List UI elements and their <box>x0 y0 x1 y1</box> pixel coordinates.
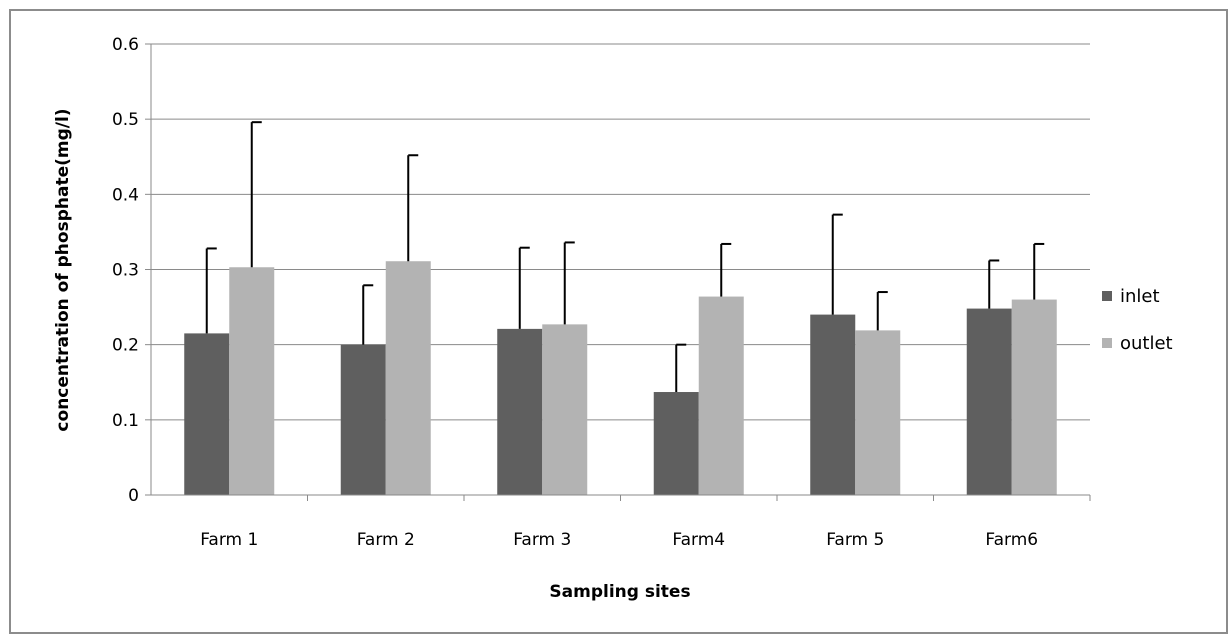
legend-swatch-outlet <box>1102 338 1112 348</box>
bar-inlet <box>340 344 386 495</box>
y-tick-label: 0.5 <box>112 110 139 130</box>
bar-inlet <box>966 308 1012 495</box>
bar-outlet <box>855 330 901 495</box>
x-tick-labels: Farm 1 Farm 2 Farm 3 Farm4 Farm 5 Farm6 <box>200 530 1038 550</box>
bars <box>184 261 1057 495</box>
axes <box>145 43 1091 501</box>
y-axis-title: concentration of phosphate(mg/l) <box>53 108 73 431</box>
y-tick-label: 0.1 <box>112 411 139 431</box>
y-tick-label: 0.3 <box>112 261 139 281</box>
x-tick-label: Farm 2 <box>357 530 415 550</box>
y-tick-label: 0.4 <box>112 185 139 205</box>
y-tick-label: 0.2 <box>112 336 139 356</box>
bar-inlet <box>497 328 543 495</box>
y-tick-label: 0 <box>128 486 139 506</box>
legend: inlet outlet <box>1102 286 1173 354</box>
legend-label-outlet: outlet <box>1120 333 1173 354</box>
bar-inlet <box>810 314 856 495</box>
bar-outlet <box>542 324 588 495</box>
bar-outlet <box>1011 299 1057 495</box>
bar-inlet <box>653 392 699 495</box>
x-tick-label: Farm 5 <box>826 530 884 550</box>
legend-label-inlet: inlet <box>1120 286 1160 307</box>
bar-outlet <box>229 267 275 495</box>
x-tick-label: Farm4 <box>672 530 725 550</box>
bar-inlet <box>184 333 230 495</box>
x-axis-title: Sampling sites <box>549 582 690 602</box>
bar-outlet <box>385 261 431 495</box>
legend-swatch-inlet <box>1102 291 1112 301</box>
error-bars <box>205 121 1045 393</box>
x-tick-label: Farm 1 <box>200 530 258 550</box>
x-tick-label: Farm6 <box>985 530 1038 550</box>
bar-outlet <box>698 296 744 495</box>
gridlines <box>151 43 1090 421</box>
x-tick-label: Farm 3 <box>513 530 571 550</box>
y-tick-labels: 0 0.1 0.2 0.3 0.4 0.5 0.6 <box>112 35 139 506</box>
y-tick-label: 0.6 <box>112 35 139 55</box>
